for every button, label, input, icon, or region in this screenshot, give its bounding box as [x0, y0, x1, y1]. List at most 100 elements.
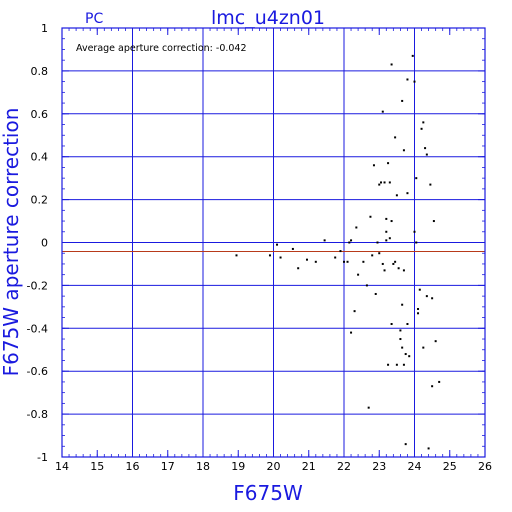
x-tick-label: 23 — [372, 460, 386, 473]
data-point — [404, 443, 407, 446]
chart-title: lmc_u4zn01 — [211, 7, 325, 29]
y-tick-label: -0.6 — [27, 365, 48, 378]
data-point — [362, 260, 365, 263]
data-point — [388, 237, 391, 240]
data-point — [297, 267, 300, 270]
data-point — [353, 310, 356, 313]
data-point — [385, 217, 388, 220]
x-tick-label: 16 — [126, 460, 140, 473]
data-point — [401, 346, 404, 349]
x-tick-label: 17 — [161, 460, 175, 473]
data-point — [397, 267, 400, 270]
data-point — [372, 164, 375, 167]
data-point — [427, 447, 430, 450]
data-point — [291, 247, 294, 250]
y-tick-label: 0 — [41, 237, 48, 250]
data-point — [348, 241, 351, 244]
data-point — [339, 250, 342, 253]
grid — [62, 28, 485, 457]
y-tick-label: -0.2 — [27, 279, 48, 292]
data-point — [380, 181, 383, 184]
data-point — [394, 260, 397, 263]
data-point — [390, 63, 393, 66]
data-point — [401, 303, 404, 306]
data-point — [365, 284, 368, 287]
data-point — [276, 243, 279, 246]
data-point — [314, 260, 317, 263]
data-point — [346, 260, 349, 263]
chip-label: PC — [85, 11, 103, 27]
y-tick-label: 0.8 — [31, 65, 49, 78]
data-point — [431, 297, 434, 300]
data-point — [434, 340, 437, 343]
data-point — [279, 256, 282, 259]
data-point — [395, 363, 398, 366]
data-point — [402, 269, 405, 272]
data-point — [406, 323, 409, 326]
data-point — [371, 254, 374, 257]
plot-frame — [61, 27, 486, 458]
data-point — [369, 215, 372, 218]
data-point — [422, 346, 425, 349]
x-tick-label: 26 — [478, 460, 492, 473]
data-point — [424, 147, 427, 150]
data-point — [387, 363, 390, 366]
data-point — [350, 331, 353, 334]
data-point — [378, 183, 381, 186]
data-point — [406, 78, 409, 81]
data-point — [418, 288, 421, 291]
data-point — [404, 353, 407, 356]
data-point — [390, 323, 393, 326]
data-point — [387, 162, 390, 165]
data-point — [401, 99, 404, 102]
x-tick-label: 14 — [55, 460, 69, 473]
x-axis-label: F675W — [233, 481, 303, 505]
data-point — [425, 153, 428, 156]
y-tick-label: -0.8 — [27, 408, 48, 421]
data-point — [406, 192, 409, 195]
y-tick-label: 0.2 — [31, 194, 49, 207]
data-point — [415, 241, 418, 244]
data-point — [383, 269, 386, 272]
data-point — [381, 110, 384, 113]
data-point — [425, 295, 428, 298]
data-point — [374, 292, 377, 295]
y-tick-label: -1 — [37, 451, 48, 464]
data-point — [402, 149, 405, 152]
data-points — [235, 54, 441, 450]
x-tick-label: 15 — [90, 460, 104, 473]
y-axis-label: F675W aperture correction — [0, 108, 23, 377]
data-point — [392, 262, 395, 265]
data-point — [357, 273, 360, 276]
data-point — [383, 181, 386, 184]
data-point — [415, 177, 418, 180]
y-tick-label: 1 — [41, 22, 48, 35]
x-tick-label: 20 — [267, 460, 281, 473]
data-point — [438, 380, 441, 383]
data-point — [378, 252, 381, 255]
data-point — [390, 220, 393, 223]
data-point — [350, 239, 353, 242]
data-point — [395, 194, 398, 197]
average-annotation: Average aperture correction: -0.042 — [76, 43, 247, 54]
data-point — [268, 254, 271, 257]
y-tick-label: 0.6 — [31, 108, 49, 121]
data-point — [305, 258, 308, 261]
x-tick-label: 22 — [337, 460, 351, 473]
data-point — [402, 363, 405, 366]
data-point — [417, 312, 420, 315]
data-point — [394, 136, 397, 139]
data-point — [420, 127, 423, 130]
x-tick-label: 25 — [443, 460, 457, 473]
data-point — [235, 254, 238, 257]
data-point — [385, 239, 388, 242]
data-point — [385, 230, 388, 233]
data-point — [323, 239, 326, 242]
y-tick-label: -0.4 — [27, 322, 48, 335]
data-point — [408, 355, 411, 358]
data-point — [381, 262, 384, 265]
data-point — [399, 329, 402, 332]
x-tick-label: 24 — [408, 460, 422, 473]
